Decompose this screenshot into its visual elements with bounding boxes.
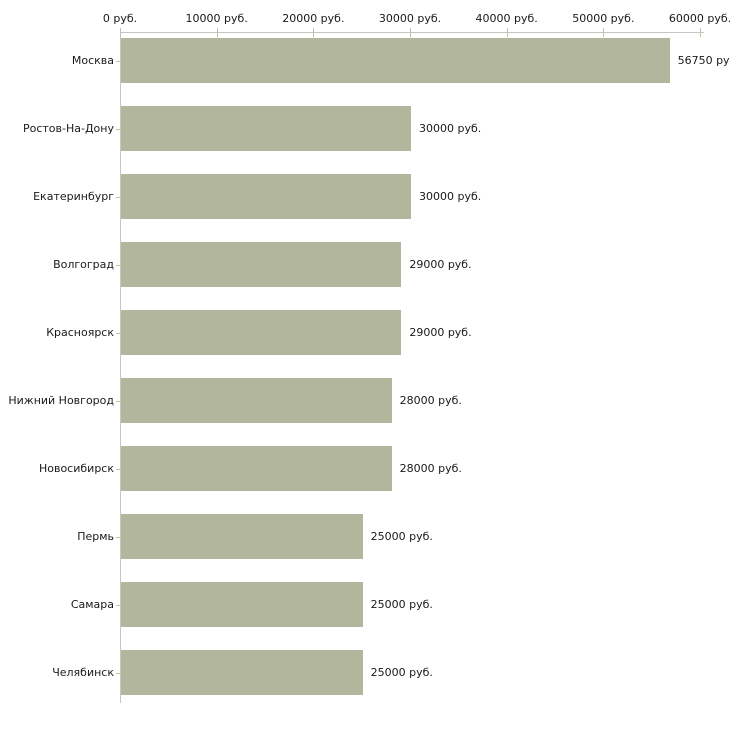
y-axis-tick xyxy=(116,332,124,334)
x-axis-tick xyxy=(120,28,121,37)
y-axis-tick xyxy=(116,60,124,62)
x-axis-tick xyxy=(216,28,218,37)
x-axis-tick-label: 10000 руб. xyxy=(185,12,248,25)
x-axis-tick-label: 40000 руб. xyxy=(475,12,538,25)
category-label: Новосибирск xyxy=(38,461,114,475)
x-axis-tick xyxy=(506,28,508,37)
y-axis-line xyxy=(120,32,121,703)
bar xyxy=(121,310,402,355)
category-label: Пермь xyxy=(77,529,114,543)
value-label: 30000 руб. xyxy=(419,121,482,135)
y-axis-tick xyxy=(116,672,124,674)
bar xyxy=(121,242,402,287)
bar xyxy=(121,38,670,83)
value-label: 29000 руб. xyxy=(409,325,472,339)
x-axis-tick xyxy=(603,28,605,37)
value-label: 25000 руб. xyxy=(370,597,433,611)
value-label: 25000 руб. xyxy=(370,665,433,679)
y-axis-tick xyxy=(116,196,124,198)
bar xyxy=(121,174,411,219)
x-axis-tick-label: 50000 руб. xyxy=(572,12,635,25)
y-axis-tick xyxy=(116,604,124,606)
bar xyxy=(121,514,363,559)
category-label: Москва xyxy=(71,53,114,67)
x-axis-tick-label: 60000 руб. xyxy=(668,12,730,25)
bar xyxy=(121,446,392,491)
category-label: Красноярск xyxy=(46,325,114,339)
x-axis-tick-label: 0 руб. xyxy=(102,12,138,25)
category-label: Екатеринбург xyxy=(33,189,114,203)
category-label: Волгоград xyxy=(53,257,114,271)
category-label: Нижний Новгород xyxy=(8,393,114,407)
category-label: Челябинск xyxy=(52,665,114,679)
x-axis-tick-label: 20000 руб. xyxy=(282,12,345,25)
value-label: 30000 руб. xyxy=(419,189,482,203)
y-axis-tick xyxy=(116,400,124,402)
bar xyxy=(121,650,363,695)
y-axis-tick xyxy=(116,468,124,470)
bar xyxy=(121,106,411,151)
y-axis-tick xyxy=(116,264,124,266)
x-axis-line xyxy=(120,32,704,33)
bar xyxy=(121,378,392,423)
value-label: 56750 руб. xyxy=(677,53,730,67)
category-label: Ростов-На-Дону xyxy=(22,121,114,135)
value-label: 28000 руб. xyxy=(399,393,462,407)
x-axis-tick-label: 30000 руб. xyxy=(378,12,442,25)
x-axis-tick xyxy=(700,28,701,37)
x-axis-tick xyxy=(313,28,315,37)
category-label: Самара xyxy=(70,597,114,611)
value-label: 25000 руб. xyxy=(370,529,433,543)
x-axis-tick xyxy=(410,28,411,37)
y-axis-tick xyxy=(116,536,124,538)
bar xyxy=(121,582,363,627)
value-label: 28000 руб. xyxy=(399,461,462,475)
value-label: 29000 руб. xyxy=(409,257,472,271)
y-axis-tick xyxy=(116,128,124,130)
